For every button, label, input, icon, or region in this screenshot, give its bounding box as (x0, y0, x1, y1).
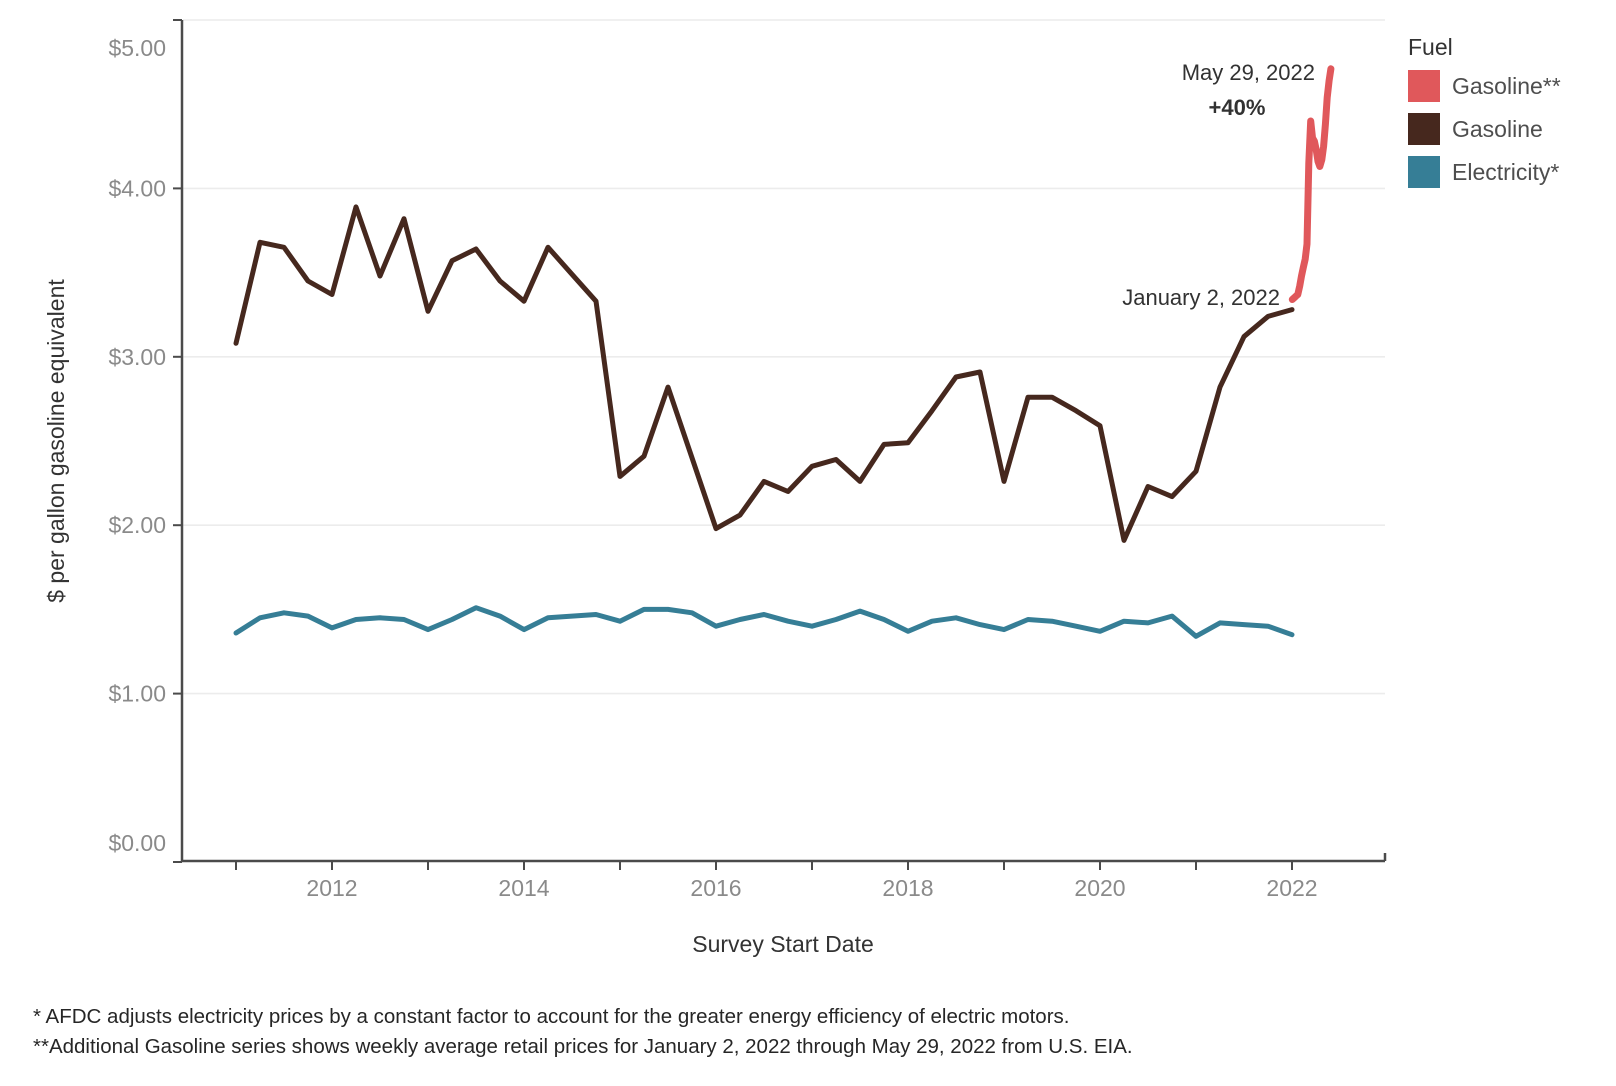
y-tick-label-$0.00: $0.00 (108, 830, 166, 856)
y-axis-title: $ per gallon gasoline equivalent (43, 279, 69, 603)
legend-item-electricity[interactable]: Electricity* (1408, 156, 1559, 188)
x-axis-title: Survey Start Date (692, 931, 874, 957)
series-lines (233, 65, 1335, 639)
footnote-gasoline-weekly: **Additional Gasoline series shows weekl… (33, 1035, 1133, 1058)
legend-item-gasoline[interactable]: Gasoline (1408, 113, 1543, 145)
y-tick-label-$3.00: $3.00 (108, 344, 166, 370)
fuel-price-line-chart: $0.00$1.00$2.00$3.00$4.00$5.00 2012 2014 2… (43, 19, 1561, 957)
legend-label-electricity[interactable]: Electricity* (1452, 159, 1559, 185)
x-axis-tick-labels: 2012 2014 2016 2018 2020 2022 (306, 875, 1317, 901)
legend-title: Fuel (1408, 34, 1453, 60)
legend: Fuel Gasoline** Gasoline Electricity* (1408, 34, 1561, 188)
legend-swatch-electricity[interactable] (1408, 156, 1440, 188)
x-tick-label-2018: 2018 (882, 875, 933, 901)
x-tick-label-2012: 2012 (306, 875, 357, 901)
y-tick-label-$2.00: $2.00 (108, 512, 166, 538)
legend-item-gasoline-weekly[interactable]: Gasoline** (1408, 70, 1561, 102)
legend-swatch-gasoline[interactable] (1408, 113, 1440, 145)
series-line-gasoline[interactable] (1288, 65, 1335, 303)
y-tick-label-$1.00: $1.00 (108, 681, 166, 707)
x-tick-label-2022: 2022 (1266, 875, 1317, 901)
y-tick-label-$4.00: $4.00 (108, 175, 166, 201)
legend-swatch-gasoline-weekly[interactable] (1408, 70, 1440, 102)
series-line-gasoline[interactable] (233, 204, 1295, 543)
legend-label-gasoline[interactable]: Gasoline (1452, 116, 1543, 142)
annotation-january-2: January 2, 2022 (1122, 285, 1280, 310)
x-tick-label-2016: 2016 (690, 875, 741, 901)
annotation-plus-40pct: +40% (1209, 95, 1266, 120)
x-tick-label-2014: 2014 (498, 875, 549, 901)
footnote-electricity: * AFDC adjusts electricity prices by a c… (33, 1005, 1070, 1028)
gridlines (183, 19, 1385, 695)
annotation-may-29: May 29, 2022 (1182, 60, 1315, 85)
series-line-electricity[interactable] (233, 605, 1295, 639)
legend-label-gasoline-weekly[interactable]: Gasoline** (1452, 73, 1561, 99)
y-axis-tick-labels: $0.00 $1.00 $2.00 $3.00 $4.00 $5.00 (108, 35, 166, 856)
axes (173, 19, 1387, 870)
x-tick-label-2020: 2020 (1074, 875, 1125, 901)
footnotes: * AFDC adjusts electricity prices by a c… (33, 1002, 1133, 1062)
y-tick-label-$5.00: $5.00 (108, 35, 166, 61)
